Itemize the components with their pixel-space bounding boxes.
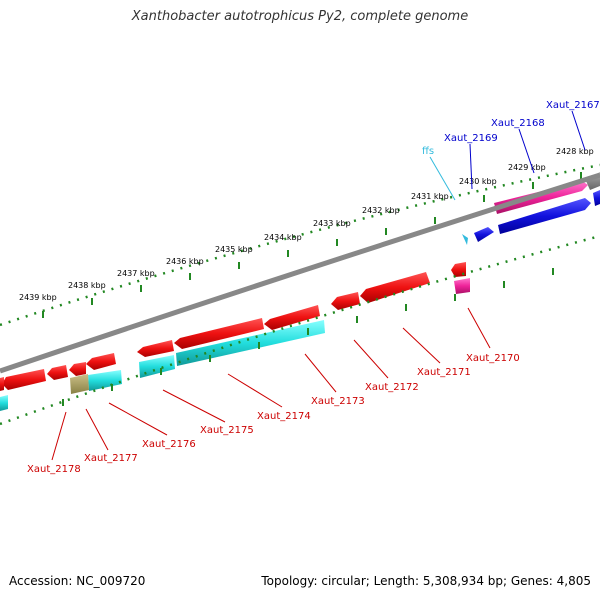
genome-backbone <box>0 172 600 374</box>
gene-xaut-2169-feature[interactable] <box>498 198 591 234</box>
gene-xaut-2172-feature[interactable] <box>331 292 360 310</box>
gene-label-xaut-2171[interactable]: Xaut_2171 <box>417 367 471 378</box>
gene-xaut-2174-feature[interactable] <box>174 318 264 349</box>
gene-blue-small-feature[interactable] <box>474 227 494 242</box>
gene-xaut-2175b-feature[interactable] <box>139 355 175 378</box>
tick-label: 2433 kbp <box>313 219 351 228</box>
gene-xaut-2177-feature[interactable] <box>69 362 86 376</box>
leader-xaut-2171 <box>402 327 441 364</box>
leader-xaut-2173 <box>304 353 337 393</box>
genome-title: Xanthobacter autotrophicus Py2, complete… <box>131 9 469 24</box>
gene-label-xaut-2169[interactable]: Xaut_2169 <box>444 133 498 144</box>
tick-label: 2431 kbp <box>411 192 449 201</box>
leader-xaut-2170 <box>467 307 491 349</box>
gene-leader-lines <box>51 110 586 461</box>
gene-edge-cyan-feature[interactable] <box>0 395 8 411</box>
tick-label: 2438 kbp <box>68 281 106 290</box>
leader-xaut-2172 <box>353 339 389 379</box>
inner-tick-ring <box>0 234 600 426</box>
gene-label-xaut-2172[interactable]: Xaut_2172 <box>365 382 419 393</box>
gene-label-xaut-2173[interactable]: Xaut_2173 <box>311 396 365 407</box>
gene-xaut-2174b-feature[interactable] <box>176 320 325 366</box>
gene-xaut-2178b-feature[interactable] <box>2 369 46 390</box>
leader-xaut-2169 <box>469 143 473 190</box>
gene-xaut-2176b-feature[interactable] <box>88 370 122 391</box>
gene-label-ffs[interactable]: ffs <box>422 146 434 157</box>
gene-xaut-2167b-feature[interactable] <box>593 190 600 206</box>
tick-label: 2428 kbp <box>556 147 594 156</box>
leader-xaut-2174 <box>227 373 283 408</box>
gene-pink-small-feature[interactable] <box>454 278 470 294</box>
leader-xaut-2167 <box>571 110 586 151</box>
gene-xaut-2178-feature[interactable] <box>47 365 68 380</box>
reverse-strand-features-cyan <box>0 278 470 411</box>
tick-label: 2439 kbp <box>19 293 57 302</box>
outer-tick-ring <box>0 163 600 327</box>
leader-xaut-2176 <box>108 402 168 436</box>
gene-label-xaut-2177[interactable]: Xaut_2177 <box>84 453 138 464</box>
tick-label: 2434 kbp <box>264 233 302 242</box>
gene-label-xaut-2178[interactable]: Xaut_2178 <box>27 464 81 475</box>
tick-label: 2432 kbp <box>362 206 400 215</box>
leader-xaut-2168 <box>518 128 535 174</box>
accession-label: Accession: NC_009720 <box>9 574 146 588</box>
leader-xaut-2177 <box>85 408 109 451</box>
gene-label-xaut-2167[interactable]: Xaut_2167 <box>546 100 600 111</box>
tick-labels: 2428 kbp 2429 kbp 2430 kbp 2431 kbp 2432… <box>19 147 594 302</box>
tick-label: 2430 kbp <box>459 177 497 186</box>
leader-xaut-2178 <box>51 411 67 461</box>
gene-xaut-2177b-feature[interactable] <box>70 374 89 394</box>
tick-label: 2429 kbp <box>508 163 546 172</box>
gene-xaut-2175-feature[interactable] <box>137 340 174 357</box>
gene-labels: Xaut_2167 Xaut_2168 Xaut_2169 ffs Xaut_2… <box>27 100 600 475</box>
leader-ffs <box>429 156 456 201</box>
gene-xaut-2173-feature[interactable] <box>264 305 320 330</box>
tick-label: 2436 kbp <box>166 257 204 266</box>
gene-label-xaut-2176[interactable]: Xaut_2176 <box>142 439 196 450</box>
gene-ffs-feature[interactable] <box>462 234 468 245</box>
gene-xaut-2171-feature[interactable] <box>360 272 430 303</box>
gene-label-xaut-2175[interactable]: Xaut_2175 <box>200 425 254 436</box>
gene-edge-feature[interactable] <box>0 377 4 391</box>
forward-strand-features <box>462 172 600 245</box>
gene-xaut-2176-feature[interactable] <box>86 353 116 370</box>
tick-label: 2437 kbp <box>117 269 155 278</box>
reverse-strand-features-red <box>0 262 466 391</box>
leader-xaut-2175 <box>162 389 226 423</box>
gene-label-xaut-2168[interactable]: Xaut_2168 <box>491 118 545 129</box>
gene-label-xaut-2170[interactable]: Xaut_2170 <box>466 353 520 364</box>
tick-label: 2435 kbp <box>215 245 253 254</box>
gene-label-xaut-2174[interactable]: Xaut_2174 <box>257 411 311 422</box>
genome-summary-label: Topology: circular; Length: 5,308,934 bp… <box>261 574 591 588</box>
gene-xaut-2168-feature[interactable] <box>494 181 588 214</box>
